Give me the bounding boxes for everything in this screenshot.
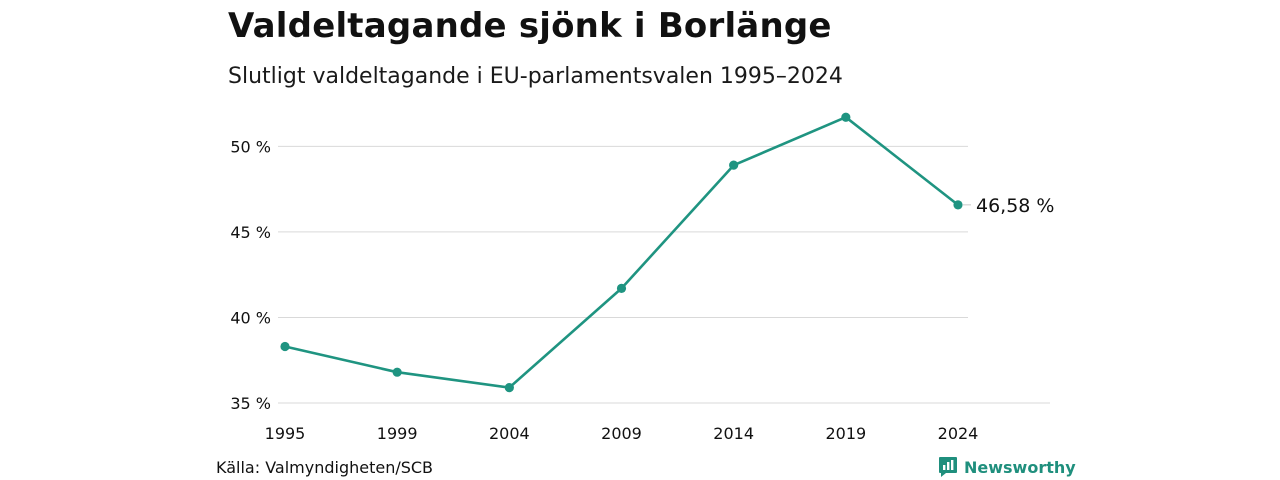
x-tick-label: 1999: [377, 424, 418, 443]
x-tick-label: 2009: [601, 424, 642, 443]
grid-lines: [278, 145, 1050, 404]
x-tick-label: 1995: [265, 424, 306, 443]
data-point: [504, 383, 514, 393]
x-tick-label: 2014: [713, 424, 754, 443]
data-point: [729, 160, 739, 170]
last-value-label: 46,58 %: [976, 195, 1055, 217]
chart-title: Valdeltagande sjönk i Borlänge: [228, 6, 832, 46]
value-labels: 46,58 %: [963, 195, 1055, 217]
source-note: Källa: Valmyndigheten/SCB: [216, 458, 434, 477]
y-axis-ticks: 35 % 40 % 45 % 50 %: [230, 137, 271, 413]
data-points: [280, 112, 963, 393]
brand-name: Newsworthy: [964, 457, 1076, 477]
chart-subtitle: Slutligt valdeltagande i EU-parlamentsva…: [228, 64, 843, 89]
data-point: [953, 200, 963, 210]
y-tick-label: 40 %: [230, 308, 271, 327]
data-point: [392, 367, 402, 377]
x-tick-label: 2004: [489, 424, 530, 443]
data-point: [280, 341, 290, 352]
x-tick-label: 2024: [938, 424, 979, 443]
y-tick-label: 50 %: [230, 137, 271, 156]
data-point: [616, 283, 627, 293]
newsworthy-logo-icon: [939, 457, 957, 477]
y-tick-label: 45 %: [230, 223, 271, 242]
y-tick-label: 35 %: [230, 394, 271, 413]
data-point: [841, 112, 851, 122]
x-axis-ticks: 1995 1999 2004 2009 2014 2019 2024: [265, 424, 979, 443]
series-layer: [283, 115, 960, 389]
brand-logo[interactable]: Newsworthy: [938, 456, 1076, 478]
x-tick-label: 2019: [825, 424, 866, 443]
series-line: [283, 115, 960, 389]
